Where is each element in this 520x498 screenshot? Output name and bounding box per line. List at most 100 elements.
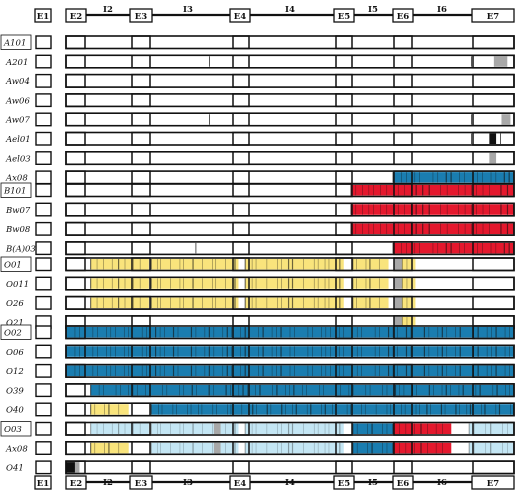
exon1-box bbox=[35, 441, 52, 455]
exon-label: E2 bbox=[70, 12, 82, 22]
exon-label: E4 bbox=[234, 12, 246, 22]
exon1-box bbox=[35, 363, 52, 378]
allele-bar bbox=[66, 36, 514, 49]
allele-bar bbox=[66, 74, 514, 88]
allele-label: Ax08 bbox=[5, 174, 28, 184]
exon-box bbox=[129, 475, 153, 490]
exon1-box bbox=[35, 383, 52, 398]
variant-segment bbox=[151, 297, 239, 309]
variant-segment bbox=[402, 278, 416, 289]
allele-bar bbox=[66, 151, 514, 165]
exon1-box bbox=[35, 344, 52, 359]
reference-label-box bbox=[0, 324, 32, 340]
exon1-box bbox=[35, 202, 52, 217]
allele-row: O26 bbox=[6, 295, 515, 310]
exon1-box bbox=[35, 276, 52, 291]
exon-box bbox=[471, 475, 515, 490]
intron-label: I2 bbox=[103, 5, 113, 15]
allele-row: O40 bbox=[6, 402, 515, 417]
allele-bar-outline bbox=[65, 257, 515, 272]
variant-segment bbox=[245, 259, 344, 270]
exon-label: E3 bbox=[135, 12, 147, 22]
allele-row: Ael03 bbox=[5, 151, 515, 166]
allele-bar bbox=[66, 93, 514, 107]
variant-segment bbox=[213, 423, 221, 434]
exon1-box bbox=[35, 221, 52, 236]
intron-label: I5 bbox=[368, 478, 378, 488]
variant-segment bbox=[151, 442, 239, 454]
exon-box bbox=[129, 8, 153, 23]
variant-segment bbox=[393, 423, 452, 434]
allele-label: B101 bbox=[3, 187, 26, 197]
allele-row: Bw07 bbox=[5, 202, 515, 217]
intron-label: I4 bbox=[285, 5, 295, 15]
intron-label: I3 bbox=[183, 5, 193, 15]
exon-box bbox=[392, 8, 414, 23]
allele-label: O011 bbox=[6, 280, 29, 290]
variant-segment bbox=[213, 442, 221, 454]
variant-segment bbox=[352, 297, 389, 309]
exon-label: E3 bbox=[135, 479, 147, 489]
allele-label: O39 bbox=[6, 386, 24, 396]
variant-segment bbox=[493, 56, 508, 67]
allele-row: Aw04 bbox=[5, 73, 515, 88]
variant-segment bbox=[90, 278, 149, 289]
variant-segment bbox=[352, 278, 389, 289]
exon1-box bbox=[35, 170, 52, 185]
allele-row: O01 bbox=[0, 256, 515, 272]
allele-bar-outline bbox=[65, 363, 515, 378]
allele-rows: A101 A201 Aw04 Aw06 Aw07 Ael01 Ael03 Ax08 B101 Bw… bbox=[0, 34, 515, 475]
allele-row: Ax08 bbox=[5, 440, 515, 456]
exon-label: E1 bbox=[37, 12, 49, 22]
exon1-box bbox=[35, 112, 52, 127]
allele-row: A101 bbox=[0, 34, 515, 50]
gene-structure-header-top: E1 E2 E3 E4 E5 E6 E7 I2 I3 I4 I5 I6 bbox=[34, 5, 515, 23]
variant-segment bbox=[90, 423, 149, 434]
allele-bar-outline bbox=[65, 241, 515, 256]
allele-bar-outline bbox=[65, 325, 515, 340]
allele-bar-outline bbox=[65, 183, 515, 198]
reference-label-box bbox=[0, 182, 32, 198]
allele-label: A201 bbox=[5, 58, 28, 68]
allele-bar-outline bbox=[65, 295, 515, 310]
exon-box bbox=[471, 8, 515, 23]
allele-label: B(A)03 bbox=[5, 243, 36, 254]
allele-label: Ax08 bbox=[5, 444, 28, 454]
allele-bar bbox=[66, 461, 514, 474]
exon1-box bbox=[35, 257, 52, 272]
allele-row: Aw06 bbox=[5, 93, 515, 108]
variant-segment bbox=[402, 259, 416, 270]
allele-label: Bw07 bbox=[5, 206, 31, 216]
variant-segment bbox=[501, 114, 511, 125]
exon1-box bbox=[35, 73, 52, 88]
intron-label: I3 bbox=[183, 478, 193, 488]
exon1-box bbox=[35, 402, 52, 417]
allele-row: O02 bbox=[0, 324, 515, 340]
allele-bar-outline bbox=[65, 460, 515, 475]
gene-structure-header-bottom: E1 E2 E3 E4 E5 E6 E7 I2 I3 I4 I5 I6 bbox=[34, 475, 515, 490]
allele-bar-outline bbox=[65, 221, 515, 236]
reference-label-box bbox=[0, 421, 32, 437]
variant-segment bbox=[245, 423, 344, 434]
allele-row: A201 bbox=[5, 54, 515, 69]
intron-label: I5 bbox=[368, 5, 378, 15]
allele-bar-outline bbox=[65, 440, 515, 456]
allele-row: O41 bbox=[6, 460, 515, 475]
allele-bar bbox=[66, 113, 514, 126]
allele-bar-outline bbox=[65, 151, 515, 166]
variant-segment bbox=[393, 172, 514, 183]
variant-segment bbox=[245, 442, 344, 454]
exon-label: E6 bbox=[397, 479, 409, 489]
intron-label: I6 bbox=[437, 5, 447, 15]
intron-label: I4 bbox=[285, 478, 295, 488]
exon1-box bbox=[35, 460, 52, 475]
allele-row: Bw08 bbox=[5, 221, 515, 236]
allele-label: O02 bbox=[4, 329, 22, 339]
exon-label: E6 bbox=[397, 12, 409, 22]
variant-segment bbox=[394, 278, 402, 289]
exon-box bbox=[34, 475, 52, 490]
exon-label: E5 bbox=[338, 479, 350, 489]
variant-segment bbox=[489, 152, 497, 164]
intron-label: I6 bbox=[437, 478, 447, 488]
allele-label: Bw08 bbox=[5, 225, 31, 235]
